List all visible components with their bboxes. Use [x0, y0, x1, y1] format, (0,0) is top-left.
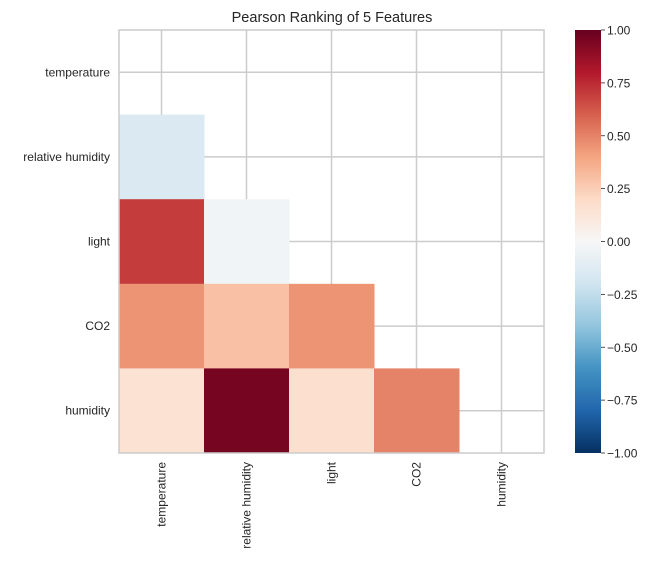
colorbar-tick-label: 0.50 — [607, 129, 631, 143]
colorbar-tick-label: −0.75 — [607, 394, 638, 408]
x-tick-label: humidity — [495, 462, 509, 507]
heatmap-cell — [204, 283, 290, 369]
y-tick-label: relative humidity — [23, 150, 110, 164]
colorbar-tick-label: 0.00 — [607, 235, 631, 249]
heatmap-cell — [119, 114, 205, 200]
heatmap-cell — [119, 368, 205, 454]
colorbar — [575, 30, 601, 453]
x-tick-label: relative humidity — [240, 462, 254, 549]
plot-frame — [118, 29, 545, 454]
colorbar-tick-label: −0.25 — [607, 288, 638, 302]
x-tick-label: CO2 — [410, 462, 424, 487]
chart-title: Pearson Ranking of 5 Features — [232, 10, 433, 26]
heatmap-cell — [374, 368, 460, 454]
colorbar-tick-label: 0.75 — [607, 76, 631, 90]
heatmap-cell — [289, 368, 375, 454]
heatmap-cell — [289, 283, 375, 369]
colorbar-tick-label: 0.25 — [607, 182, 631, 196]
x-tick-label: temperature — [155, 462, 169, 527]
x-tick-label: light — [325, 461, 339, 484]
heatmap-cell — [119, 283, 205, 369]
y-tick-label: humidity — [65, 404, 110, 418]
y-tick-label: temperature — [45, 65, 110, 79]
colorbar-tick-label: −1.00 — [607, 447, 638, 461]
heatmap-cell — [204, 368, 290, 454]
y-tick-label: CO2 — [85, 319, 110, 333]
colorbar-tick-label: −0.50 — [607, 341, 638, 355]
y-tick-label: light — [88, 235, 111, 249]
colorbar-tick-label: 1.00 — [607, 24, 631, 38]
heatmap-cell — [204, 199, 290, 285]
heatmap-cell — [119, 199, 205, 285]
